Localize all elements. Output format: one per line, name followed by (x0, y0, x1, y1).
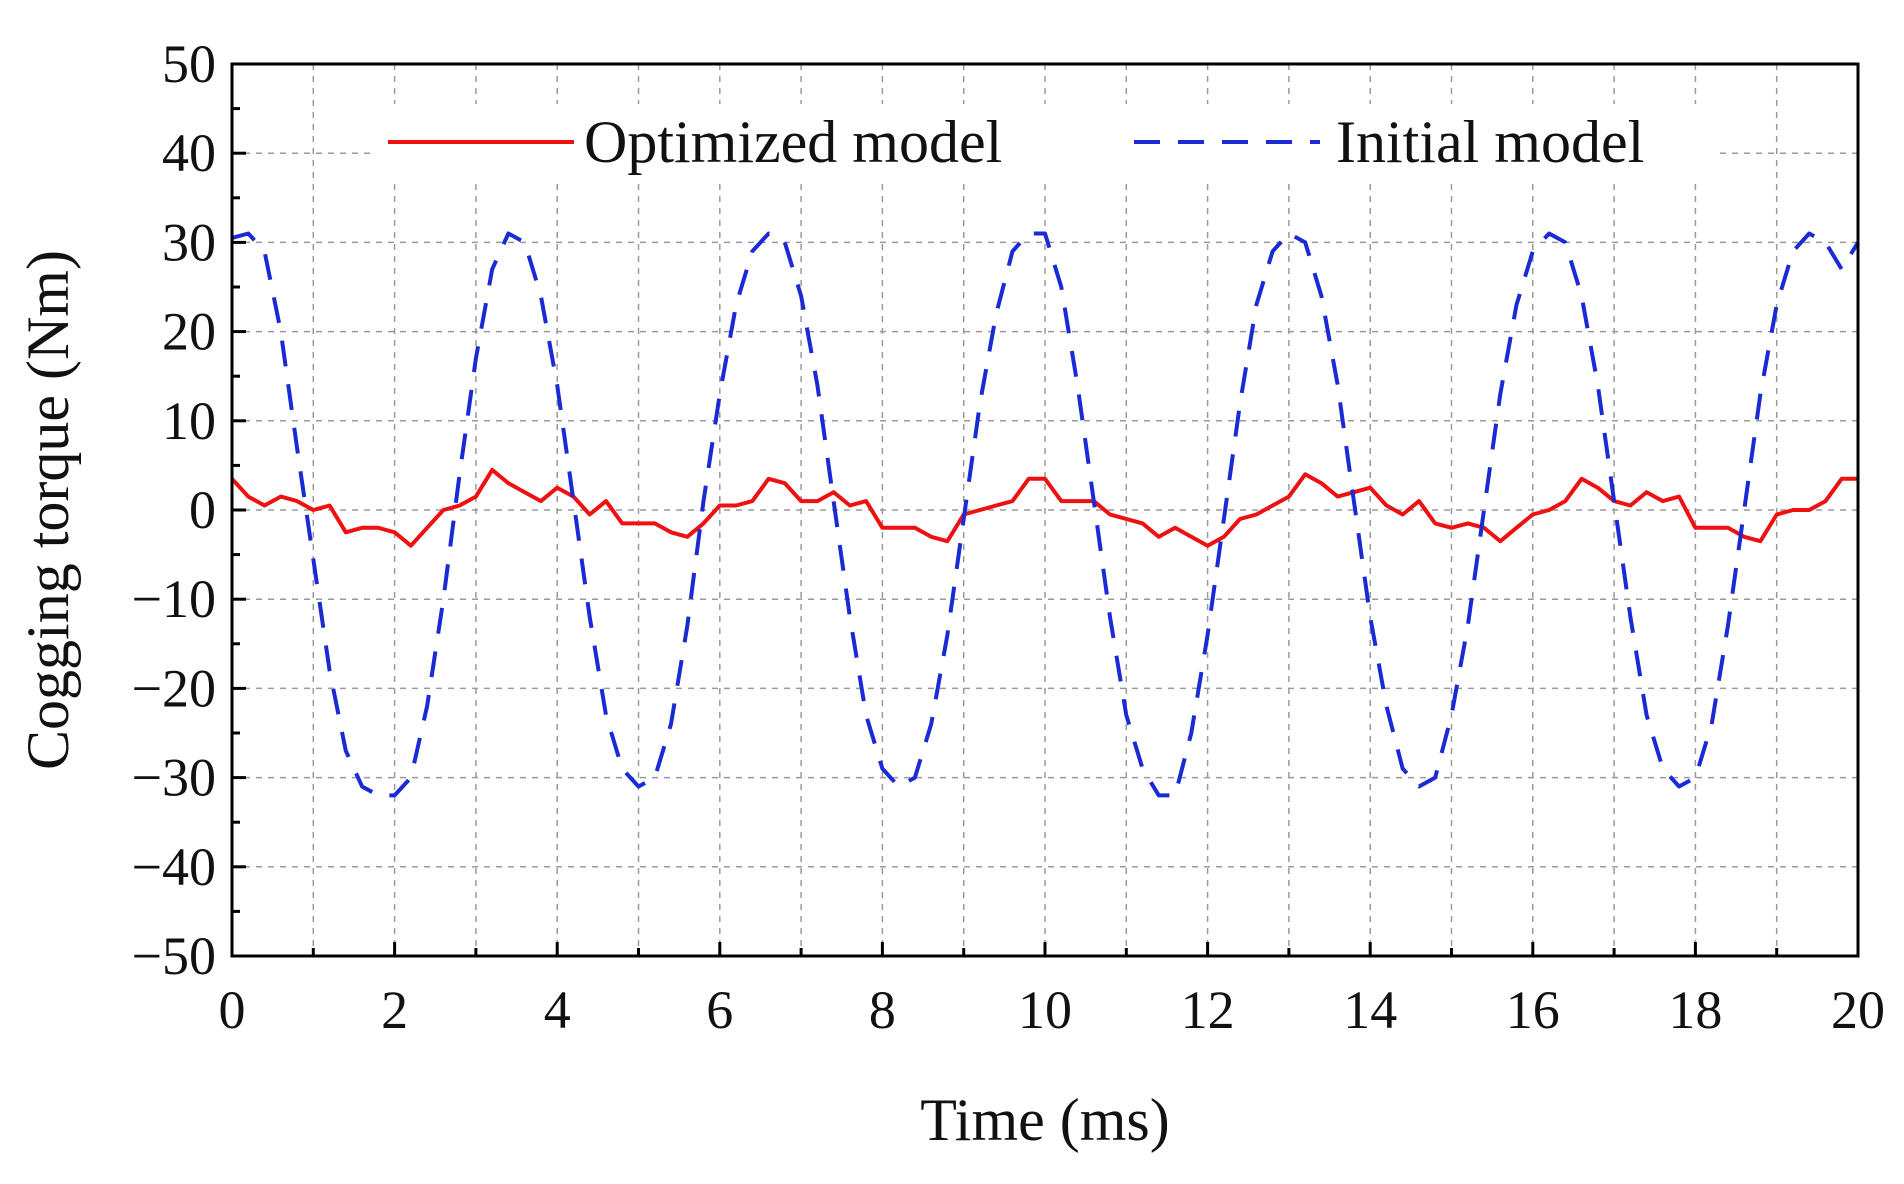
grid (232, 64, 1858, 956)
y-tick-label: 30 (162, 212, 216, 272)
y-tick-label: −10 (132, 569, 216, 629)
legend-label-optimized-model: Optimized model (584, 109, 1002, 175)
x-tick-label: 12 (1181, 980, 1235, 1040)
x-axis-title: Time (ms) (920, 1087, 1170, 1153)
x-tick-label: 16 (1506, 980, 1560, 1040)
y-tick-label: 20 (162, 302, 216, 362)
y-tick-label: −40 (132, 837, 216, 897)
y-tick-label: −20 (132, 658, 216, 718)
tick-labels: 0 2 4 6 8 10 12 14 16 18 20 −50 −40 −30 −20 −10 0 10 20 30 4… (132, 34, 1885, 1040)
x-tick-label: 8 (869, 980, 896, 1040)
y-axis-title: Cogging torque (Nm) (15, 250, 81, 770)
series-line-initial-model (231, 231, 1860, 798)
series-layer (230, 231, 1860, 798)
x-tick-label: 10 (1018, 980, 1072, 1040)
ticks (230, 62, 1860, 958)
y-tick-label: 50 (162, 34, 216, 94)
legend-background (370, 104, 1720, 180)
y-tick-label: −30 (132, 748, 216, 808)
y-tick-label: −50 (132, 926, 216, 986)
x-tick-label: 2 (381, 980, 408, 1040)
x-tick-label: 20 (1831, 980, 1885, 1040)
y-tick-label: 10 (162, 391, 216, 451)
x-tick-label: 18 (1668, 980, 1722, 1040)
x-tick-label: 0 (219, 980, 246, 1040)
x-tick-label: 4 (544, 980, 571, 1040)
legend: Optimized model Initial model (370, 104, 1720, 180)
x-tick-label: 14 (1343, 980, 1397, 1040)
y-tick-label: 40 (162, 123, 216, 183)
series-line-optimized-model (230, 467, 1858, 548)
legend-label-initial-model: Initial model (1336, 109, 1644, 175)
x-tick-label: 6 (706, 980, 733, 1040)
y-tick-label: 0 (189, 480, 216, 540)
